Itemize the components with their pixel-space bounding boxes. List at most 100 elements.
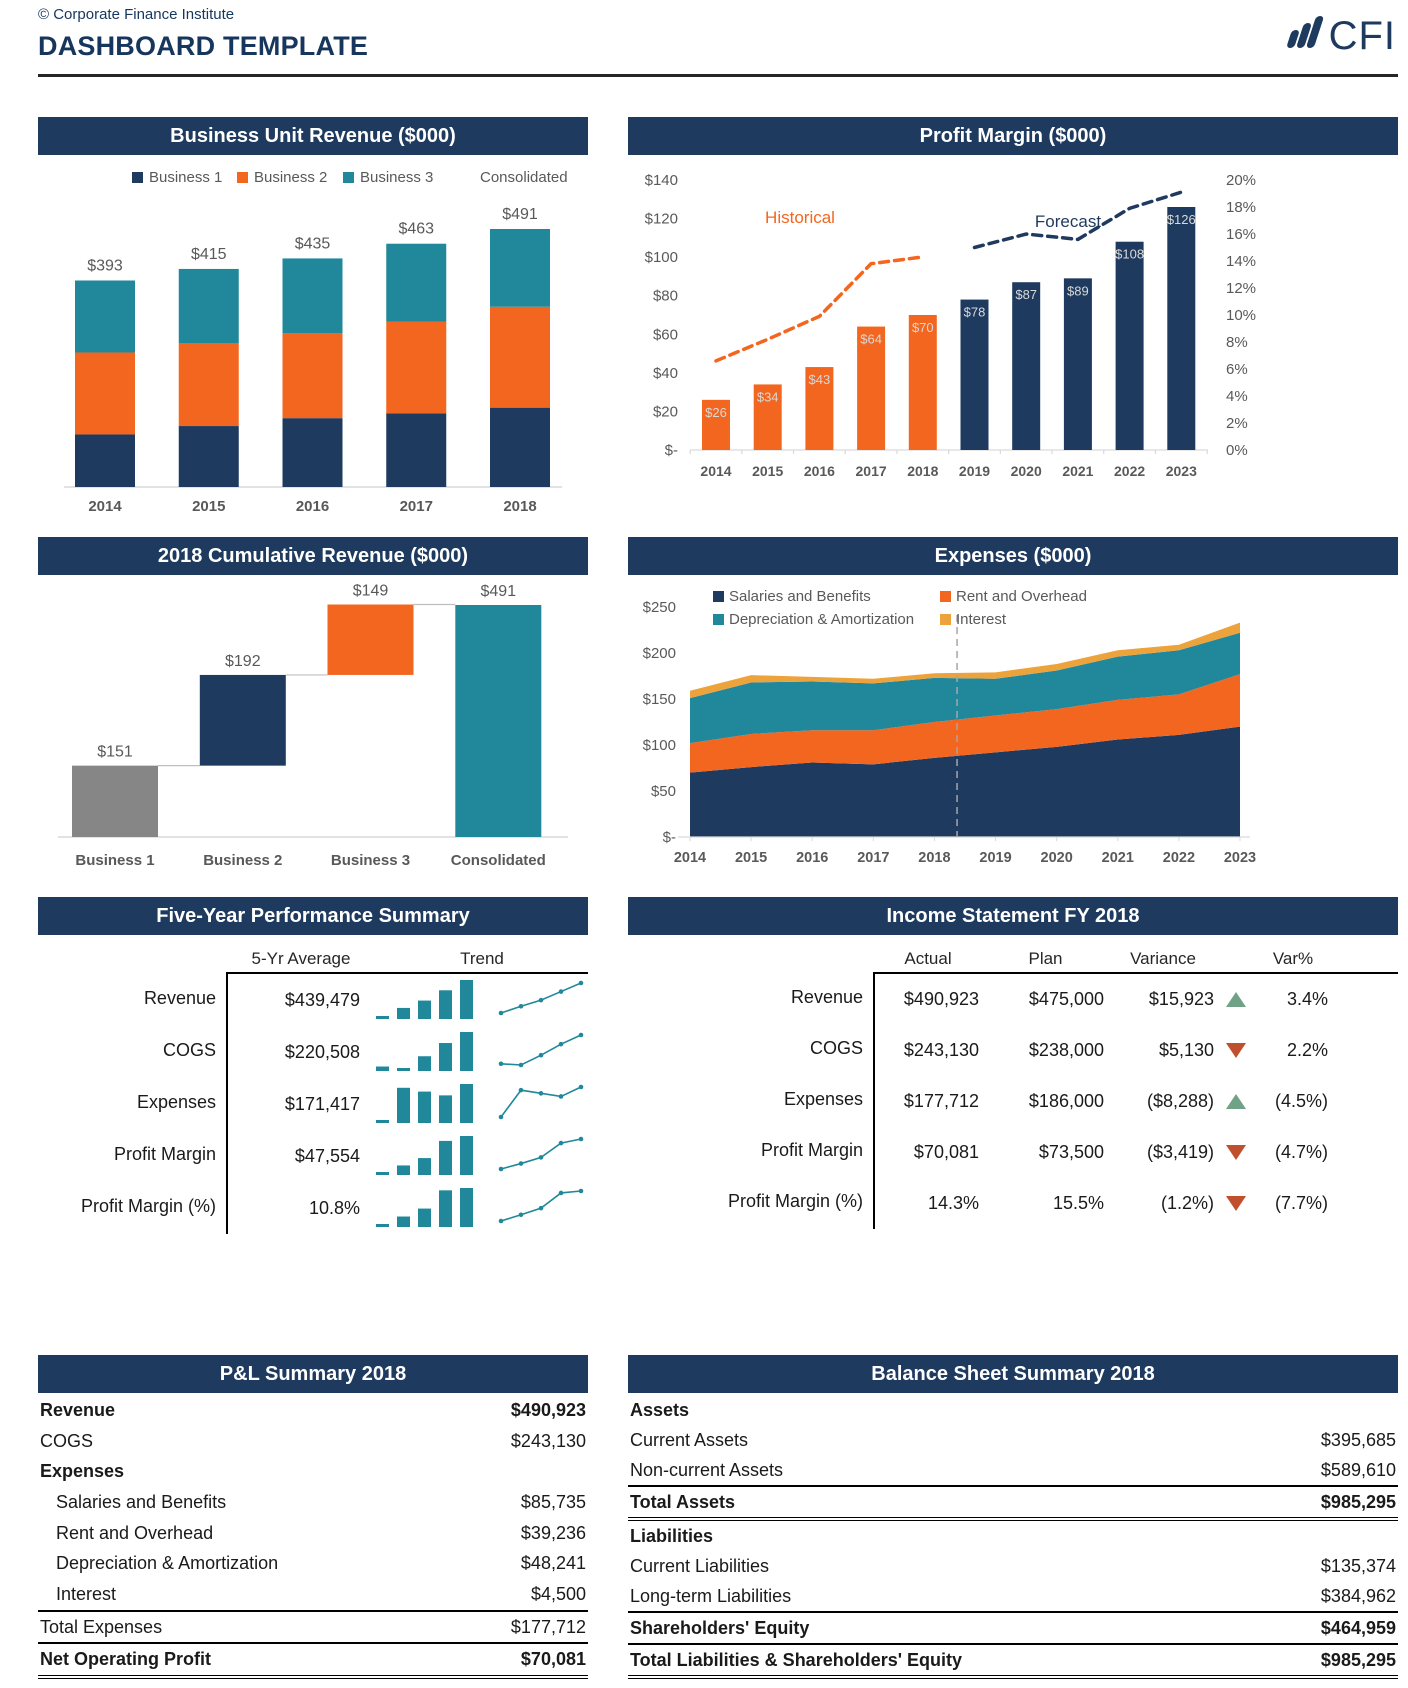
- plan-value: $475,000: [1028, 989, 1104, 1009]
- cfi-logo-text: CFI: [1328, 14, 1396, 58]
- svg-text:18%: 18%: [1226, 199, 1256, 216]
- svg-text:Business 2: Business 2: [254, 169, 327, 186]
- svg-text:Interest: Interest: [956, 611, 1007, 628]
- svg-text:$43: $43: [809, 372, 831, 387]
- dashboard-row-1: Business Unit Revenue ($000) Business 1 B…: [38, 117, 1398, 520]
- table-title-five-year-summary: Five-Year Performance Summary: [38, 897, 588, 935]
- svg-text:2%: 2%: [1226, 415, 1248, 432]
- balance-sheet-row: Total Assets $985,295: [628, 1485, 1398, 1521]
- svg-text:2014: 2014: [674, 850, 706, 866]
- five-year-row: $439,479: [228, 974, 588, 1026]
- panel-profit-margin: Profit Margin ($000) $140 $120 $100 $80 $60 $…: [628, 117, 1398, 525]
- svg-text:0%: 0%: [1226, 442, 1248, 459]
- variance-value: ($3,419): [1146, 1142, 1214, 1162]
- five-year-row-label: Profit Margin (%): [80, 1195, 216, 1216]
- svg-text:10%: 10%: [1226, 307, 1256, 324]
- svg-text:$60: $60: [653, 326, 678, 343]
- svg-text:2017: 2017: [400, 498, 433, 515]
- table-title-income-statement: Income Statement FY 2018: [628, 897, 1398, 935]
- five-year-average-value: $171,417: [284, 1093, 360, 1114]
- expenses-area-chart: $250 $200 $150 $100 $50 $- 2014 2015 2016 2017 201…: [628, 575, 1398, 888]
- variance-down-triangle-icon: [1226, 1043, 1246, 1058]
- income-statement-row: $490,923 $475,000 $15,923 3.4%: [875, 974, 1398, 1025]
- svg-text:$151: $151: [97, 744, 133, 761]
- income-statement-row: $177,712 $186,000 ($8,288) (4.5%): [875, 1076, 1398, 1127]
- balance-sheet-summary-table: Assets Current Assets $395,685 Non-current …: [628, 1393, 1398, 1679]
- five-year-summary-table: 5-Yr Average Trend Revenue COGS Expenses Pr…: [38, 935, 588, 1239]
- row-label: Interest: [56, 1583, 117, 1604]
- plan-value: 15.5%: [1052, 1193, 1104, 1213]
- row-label: Total Liabilities & Shareholders' Equity: [630, 1649, 963, 1670]
- five-year-average-value: $439,479: [284, 989, 360, 1010]
- column-header-actual: Actual: [904, 949, 952, 968]
- svg-text:2016: 2016: [804, 463, 835, 479]
- var-pct-value: (4.7%): [1274, 1142, 1328, 1162]
- svg-text:$70: $70: [912, 320, 934, 335]
- chart-title-business-unit-revenue: Business Unit Revenue ($000): [38, 117, 588, 155]
- business-unit-revenue-chart: Business 1 Business 2 Business 3 Consolidat…: [38, 155, 588, 525]
- pnl-summary-row: Rent and Overhead $39,236: [38, 1518, 588, 1549]
- svg-text:$80: $80: [653, 288, 678, 305]
- row-value: $48,241: [520, 1553, 586, 1574]
- svg-text:$415: $415: [191, 246, 227, 263]
- svg-text:Consolidated: Consolidated: [451, 852, 546, 869]
- trend-line-sparkline: [496, 1131, 590, 1182]
- trend-bar-sparkline: [376, 1183, 496, 1234]
- svg-text:$150: $150: [643, 691, 676, 708]
- five-year-average-value: 10.8%: [308, 1197, 360, 1218]
- income-statement-data: $490,923 $475,000 $15,923 3.4% $243,130 $238,…: [873, 972, 1398, 1229]
- chart-title-expenses: Expenses ($000): [628, 537, 1398, 575]
- trend-bar-sparkline: [376, 1079, 496, 1130]
- svg-text:8%: 8%: [1226, 334, 1248, 351]
- svg-text:14%: 14%: [1226, 253, 1256, 270]
- profit-margin-chart-svg: $140 $120 $100 $80 $60 $40 $20 $- 20% 18% 16% 14% 12…: [645, 172, 1256, 479]
- row-label: Liabilities: [630, 1525, 714, 1546]
- dashboard-row-3: Five-Year Performance Summary 5-Yr Avera…: [38, 897, 1398, 1239]
- svg-text:2021: 2021: [1102, 850, 1134, 866]
- row-value: $384,962: [1320, 1585, 1396, 1606]
- svg-text:Forecast: Forecast: [1035, 212, 1101, 231]
- row-label: COGS: [40, 1430, 94, 1451]
- five-year-average-value: $47,554: [294, 1145, 360, 1166]
- svg-text:$140: $140: [645, 172, 678, 189]
- cfi-logo-bars-icon: [1285, 16, 1324, 48]
- pnl-summary-row: Expenses: [38, 1456, 588, 1487]
- balance-sheet-row: Current Assets $395,685: [628, 1425, 1398, 1455]
- five-year-average-value: $220,508: [284, 1041, 360, 1062]
- five-year-row: 10.8%: [228, 1182, 588, 1234]
- svg-text:2019: 2019: [979, 850, 1011, 866]
- income-statement-table: Actual Plan Variance Var% Revenue COGS Exp…: [628, 935, 1398, 1239]
- row-label: Expenses: [40, 1461, 125, 1482]
- svg-text:$200: $200: [643, 645, 676, 662]
- trend-line-sparkline: [496, 1079, 590, 1130]
- trend-line-sparkline: [496, 1027, 590, 1078]
- svg-text:$89: $89: [1067, 283, 1089, 298]
- row-value: $243,130: [510, 1430, 586, 1451]
- row-label: Shareholders' Equity: [630, 1617, 810, 1638]
- balance-sheet-row: Shareholders' Equity $464,959: [628, 1611, 1398, 1643]
- svg-text:$-: $-: [665, 442, 678, 459]
- svg-text:$491: $491: [481, 583, 517, 600]
- svg-text:2018: 2018: [918, 850, 950, 866]
- row-value: $589,610: [1320, 1459, 1396, 1480]
- row-label: Rent and Overhead: [56, 1522, 214, 1543]
- pnl-summary-row: Revenue $490,923: [38, 1395, 588, 1426]
- five-year-row: $171,417: [228, 1078, 588, 1130]
- column-header-var-pct: Var%: [1272, 949, 1314, 968]
- income-statement-row: $70,081 $73,500 ($3,419) (4.7%): [875, 1127, 1398, 1178]
- svg-text:2020: 2020: [1011, 463, 1042, 479]
- plan-value: $186,000: [1028, 1091, 1104, 1111]
- svg-text:2018: 2018: [503, 498, 536, 515]
- svg-text:Depreciation & Amortization: Depreciation & Amortization: [729, 611, 914, 628]
- svg-text:20%: 20%: [1226, 172, 1256, 189]
- svg-text:Business 1: Business 1: [149, 169, 222, 186]
- var-pct-value: 3.4%: [1286, 989, 1328, 1009]
- panel-cumulative-revenue: 2018 Cumulative Revenue ($000) $151 Busin…: [38, 537, 588, 888]
- trend-bar-sparkline: [376, 975, 496, 1026]
- trend-line-sparkline: [496, 1183, 590, 1234]
- svg-text:$491: $491: [502, 206, 538, 223]
- svg-text:$100: $100: [645, 249, 678, 266]
- row-label: Current Liabilities: [630, 1555, 770, 1576]
- svg-text:$64: $64: [860, 332, 882, 347]
